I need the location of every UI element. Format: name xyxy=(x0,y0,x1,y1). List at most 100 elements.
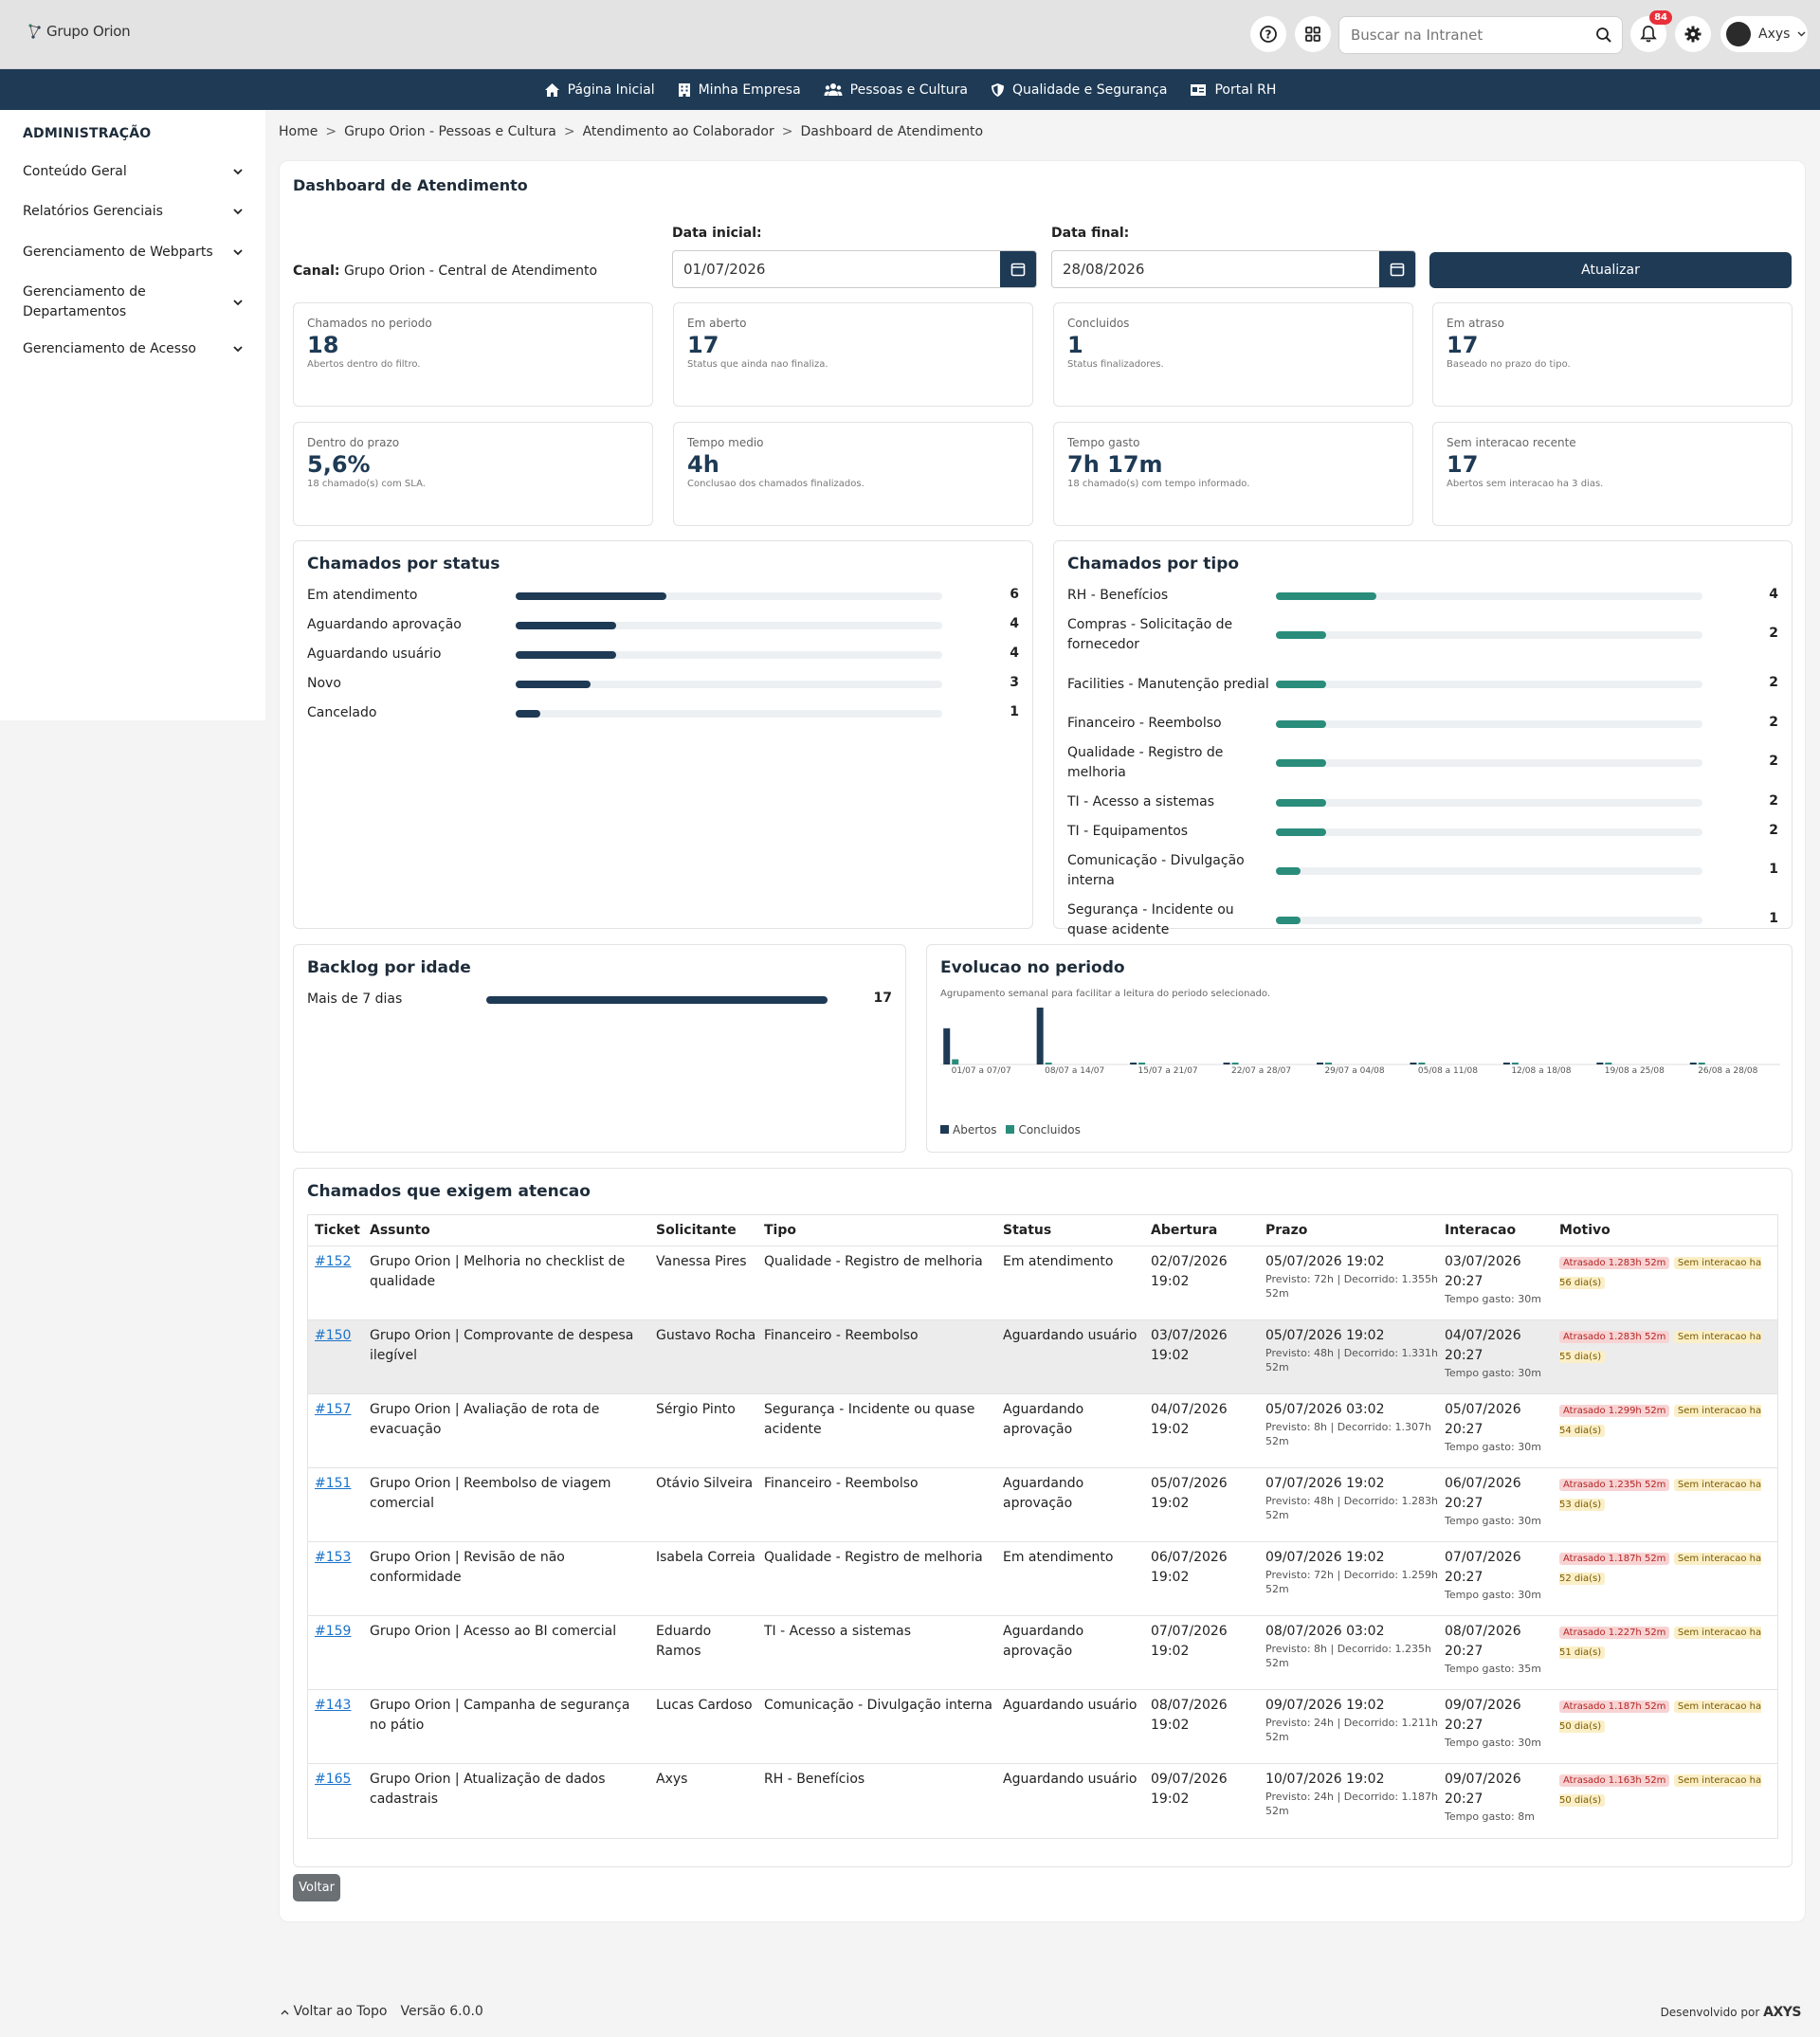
status-cell: Aguardando usuário xyxy=(1003,1328,1138,1343)
nav-item-pagina-inicial[interactable]: Página Inicial xyxy=(544,82,655,98)
assunto-cell: Grupo Orion | Revisão de não conformidad… xyxy=(370,1550,565,1585)
bar-value: 2 xyxy=(1769,754,1778,769)
atrasado-badge: Atrasado 1.163h 52m xyxy=(1559,1774,1670,1787)
ticket-cell: #157 xyxy=(308,1400,363,1467)
nav-item-label: Qualidade e Segurança xyxy=(1012,82,1168,98)
bar-value: 2 xyxy=(1769,714,1778,730)
page-title: Dashboard de Atendimento xyxy=(293,176,528,194)
chart-title: Evolucao no periodo xyxy=(940,958,1125,977)
kpi-subtext: Status finalizadores. xyxy=(1067,359,1164,370)
bar-concluidos-1 xyxy=(1045,1063,1052,1064)
sidebar-item-gerenciamento-webparts[interactable]: Gerenciamento de Webparts xyxy=(23,243,243,263)
table-row: #143 Grupo Orion | Campanha de segurança … xyxy=(308,1690,1777,1764)
backlog-panel: Backlog por idade Mais de 7 dias 17 xyxy=(293,944,906,1153)
calendar-icon xyxy=(1010,263,1026,277)
voltar-button[interactable]: Voltar xyxy=(293,1874,340,1901)
prazo-detail: Previsto: 24h | Decorrido: 1.187h 52m xyxy=(1265,1791,1438,1817)
ticket-link[interactable]: #152 xyxy=(315,1254,352,1269)
status-cell: Aguardando aprovação xyxy=(1003,1624,1084,1659)
x-tick-label: 26/08 a 28/08 xyxy=(1698,1066,1757,1076)
data-final-label: Data final: xyxy=(1051,226,1130,241)
canal-info: Canal: Grupo Orion - Central de Atendime… xyxy=(293,264,597,279)
breadcrumb-home[interactable]: Home xyxy=(279,124,318,139)
settings-button[interactable] xyxy=(1675,16,1711,52)
interacao-value: 05/07/2026 20:27 xyxy=(1445,1402,1521,1437)
data-inicial-field[interactable]: 01/07/2026 xyxy=(672,250,1037,288)
kpi-label: Em aberto xyxy=(687,317,747,330)
sidebar-item-relatorios-gerenciais[interactable]: Relatórios Gerenciais xyxy=(23,202,243,222)
kpi-value: 18 xyxy=(307,332,339,358)
bar-track xyxy=(1276,828,1702,836)
kpi-value: 17 xyxy=(1447,332,1479,358)
nav-item-qualidade-e-seguranca[interactable]: Qualidade e Segurança xyxy=(991,82,1167,98)
kpi-value: 17 xyxy=(687,332,719,358)
orion-logo-icon xyxy=(28,24,41,39)
legend-item-concluidos: Concluidos xyxy=(1006,1123,1081,1137)
sidebar-item-gerenciamento-acesso[interactable]: Gerenciamento de Acesso xyxy=(23,339,243,359)
data-inicial-calendar-button[interactable] xyxy=(1000,251,1036,287)
bar-track xyxy=(516,650,942,659)
abertura-cell: 07/07/2026 19:02 xyxy=(1151,1624,1228,1659)
status-cell: Em atendimento xyxy=(1003,1550,1114,1565)
interacao-value: 07/07/2026 20:27 xyxy=(1445,1550,1521,1585)
nav-item-minha-empresa[interactable]: Minha Empresa xyxy=(678,82,801,98)
main-nav: Página Inicial Minha Empresa Pessoas e C… xyxy=(0,69,1820,110)
notifications-button[interactable]: 84 xyxy=(1630,10,1672,52)
sidebar-item-gerenciamento-departamentos[interactable]: Gerenciamento de Departamentos xyxy=(23,282,243,322)
axys-brand-logo[interactable]: AXYS xyxy=(1763,2005,1801,2020)
kpi-value: 17 xyxy=(1447,451,1479,478)
ticket-link[interactable]: #165 xyxy=(315,1772,352,1787)
data-final-calendar-button[interactable] xyxy=(1379,251,1415,287)
ticket-link[interactable]: #151 xyxy=(315,1476,352,1491)
search-input[interactable] xyxy=(1351,27,1595,44)
tipo-cell: Financeiro - Reembolso xyxy=(764,1476,919,1491)
ticket-link[interactable]: #143 xyxy=(315,1698,352,1713)
voltar-topo-link[interactable]: Voltar ao Topo xyxy=(281,2004,387,2019)
nav-item-pessoas-e-cultura[interactable]: Pessoas e Cultura xyxy=(824,82,968,98)
table-row: #153 Grupo Orion | Revisão de não conform… xyxy=(308,1542,1777,1616)
bar-label: Cancelado xyxy=(307,705,377,720)
bar-value: 1 xyxy=(1010,703,1019,719)
column-header-tipo: Tipo xyxy=(764,1223,796,1238)
bar-row: Compras - Solicitação de fornecedor 2 xyxy=(1067,615,1778,655)
breadcrumb-separator: > xyxy=(563,124,575,139)
user-menu[interactable]: Axys xyxy=(1720,16,1808,52)
ticket-cell: #143 xyxy=(308,1696,363,1763)
sidebar-item-conteudo-geral[interactable]: Conteúdo Geral xyxy=(23,162,243,182)
motivo-cell: Atrasado 1.227h 52m Sem interacao ha 51 … xyxy=(1553,1622,1773,1689)
x-tick-label: 12/08 a 18/08 xyxy=(1511,1066,1571,1076)
bar-value: 4 xyxy=(1010,645,1019,661)
data-final-field[interactable]: 28/08/2026 xyxy=(1051,250,1416,288)
bar-track xyxy=(1276,631,1702,639)
prazo-detail: Previsto: 24h | Decorrido: 1.211h 52m xyxy=(1265,1717,1438,1743)
company-logo[interactable]: Grupo Orion xyxy=(27,23,131,40)
apps-button[interactable] xyxy=(1295,16,1331,52)
breadcrumb-atendimento[interactable]: Atendimento ao Colaborador xyxy=(582,124,774,139)
help-button[interactable]: ? xyxy=(1250,16,1286,52)
interacao-cell: 09/07/2026 20:27 Tempo gasto: 30m xyxy=(1438,1696,1553,1763)
abertura-cell: 09/07/2026 19:02 xyxy=(1151,1772,1228,1807)
ticket-link[interactable]: #157 xyxy=(315,1402,352,1417)
prazo-detail: Previsto: 72h | Decorrido: 1.259h 52m xyxy=(1265,1569,1438,1595)
bell-icon xyxy=(1640,26,1657,43)
ticket-link[interactable]: #159 xyxy=(315,1624,352,1639)
user-name: Axys xyxy=(1758,27,1791,42)
prazo-cell: 05/07/2026 19:02 Previsto: 48h | Decorrid… xyxy=(1259,1326,1438,1393)
legend-label: Abertos xyxy=(953,1123,997,1137)
ticket-link[interactable]: #150 xyxy=(315,1328,352,1343)
dashboard-card: Dashboard de Atendimento Canal: Grupo Or… xyxy=(279,160,1806,1922)
prazo-value: 09/07/2026 19:02 xyxy=(1265,1698,1385,1713)
versao-link[interactable]: Versão 6.0.0 xyxy=(400,2004,483,2019)
atualizar-button[interactable]: Atualizar xyxy=(1429,252,1792,288)
breadcrumb-pessoas-cultura[interactable]: Grupo Orion - Pessoas e Cultura xyxy=(344,124,556,139)
data-final-value: 28/08/2026 xyxy=(1063,261,1145,278)
bar-row: Cancelado 1 xyxy=(307,703,1019,723)
ticket-link[interactable]: #153 xyxy=(315,1550,352,1565)
bar-track xyxy=(516,591,942,600)
nav-item-portal-rh[interactable]: Portal RH xyxy=(1190,82,1276,98)
shield-icon xyxy=(992,82,1004,97)
abertura-cell: 08/07/2026 19:02 xyxy=(1151,1698,1228,1733)
search-icon[interactable] xyxy=(1595,27,1612,44)
assunto-cell: Grupo Orion | Comprovante de despesa ile… xyxy=(370,1328,634,1363)
kpi-label: Tempo gasto xyxy=(1067,436,1140,449)
